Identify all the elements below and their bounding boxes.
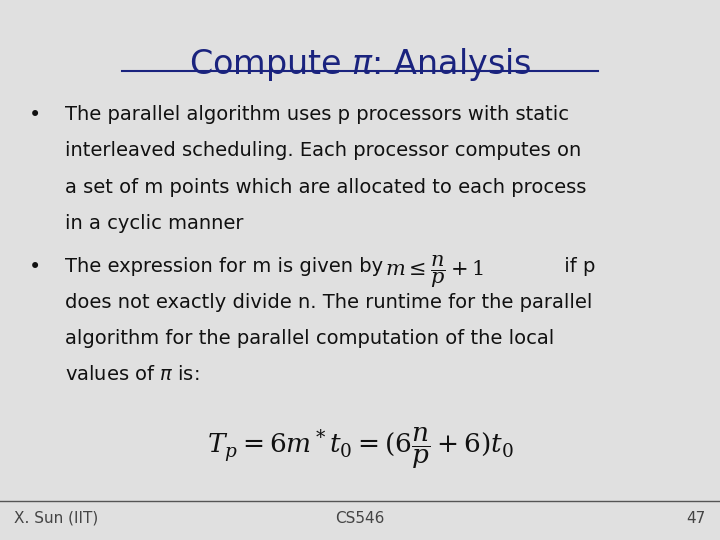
Text: 47: 47 (686, 511, 706, 526)
Text: algorithm for the parallel computation of the local: algorithm for the parallel computation o… (65, 329, 554, 348)
Text: a set of m points which are allocated to each process: a set of m points which are allocated to… (65, 178, 586, 197)
Text: if p: if p (558, 256, 595, 275)
Text: in a cyclic manner: in a cyclic manner (65, 214, 243, 233)
Text: X. Sun (IIT): X. Sun (IIT) (14, 511, 99, 526)
Text: •: • (29, 105, 41, 125)
Text: does not exactly divide n. The runtime for the parallel: does not exactly divide n. The runtime f… (65, 293, 592, 312)
Text: CS546: CS546 (336, 511, 384, 526)
Text: interleaved scheduling. Each processor computes on: interleaved scheduling. Each processor c… (65, 141, 581, 160)
Text: •: • (29, 256, 41, 276)
Text: Compute $\pi$: Analysis: Compute $\pi$: Analysis (189, 46, 531, 83)
Text: $T_p = 6m^*t_0 = (6\dfrac{n}{p} + 6)t_0$: $T_p = 6m^*t_0 = (6\dfrac{n}{p} + 6)t_0$ (207, 426, 513, 471)
Text: The expression for m is given by: The expression for m is given by (65, 256, 383, 275)
Text: $m \leq \dfrac{n}{p} + 1$: $m \leq \dfrac{n}{p} + 1$ (385, 253, 485, 290)
Text: The parallel algorithm uses p processors with static: The parallel algorithm uses p processors… (65, 105, 569, 124)
Text: values of $\pi$ is:: values of $\pi$ is: (65, 365, 199, 384)
